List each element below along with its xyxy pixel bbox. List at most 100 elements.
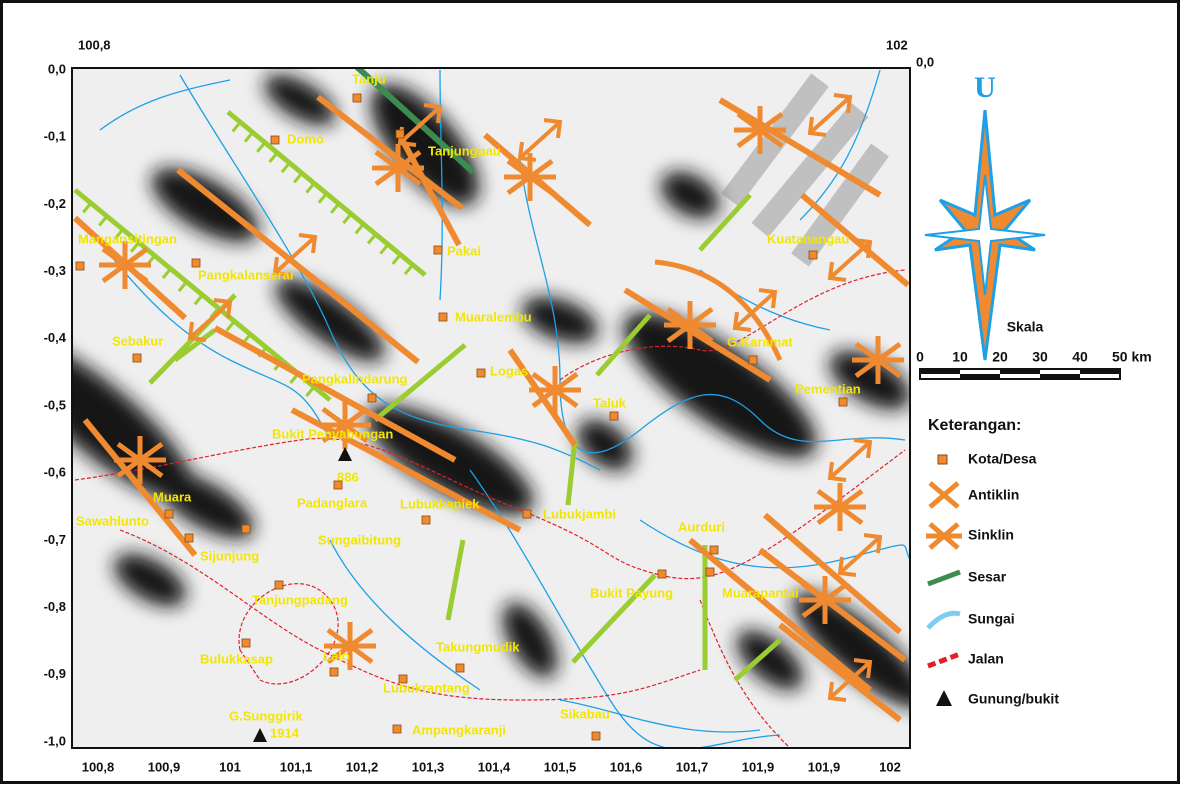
place-marker — [185, 534, 193, 542]
x-tick-label: 100,9 — [148, 759, 181, 774]
place-marker — [439, 313, 447, 321]
place-marker — [271, 136, 279, 144]
place-marker — [710, 546, 718, 554]
scale-label: 50 km — [1112, 349, 1152, 365]
place-name: Domo — [287, 131, 324, 146]
scale-label: 20 — [992, 349, 1008, 365]
north-label: U — [974, 71, 996, 104]
place-name: Mangansitingan — [78, 231, 177, 246]
x-tick-label: 101,2 — [346, 759, 379, 774]
place-name: Tanjungpau — [428, 143, 501, 158]
place-marker — [477, 369, 485, 377]
place-name: Pangkalindarung — [302, 371, 408, 386]
place-marker — [434, 246, 442, 254]
place-marker — [706, 568, 714, 576]
x-tick-label: 101,5 — [544, 759, 577, 774]
place-marker — [76, 262, 84, 270]
scale-label: 10 — [952, 349, 968, 365]
place-name: Bukit Payung — [590, 585, 673, 600]
place-name: Lubukkapiek — [400, 496, 480, 511]
place-name: Bulukkasap — [200, 651, 273, 666]
x-tick-label: 101,1 — [280, 759, 313, 774]
legend-item: Sinklin — [968, 527, 1014, 543]
place-marker — [658, 570, 666, 578]
place-marker — [456, 664, 464, 672]
legend-item: Kota/Desa — [968, 451, 1037, 467]
x-tick-label: 101 — [219, 759, 241, 774]
x-tick-label: 102 — [879, 759, 901, 774]
y-tick-label: -0,5 — [44, 397, 66, 412]
scale-label: 0 — [916, 349, 924, 365]
place-name: Pementian — [795, 381, 861, 396]
y-tick-label: -0,1 — [44, 129, 66, 144]
scale-title: Skala — [1007, 319, 1044, 335]
x-tick-label: 101,9 — [742, 759, 775, 774]
place-name: Pakai — [447, 243, 481, 258]
place-name: Sijunjung — [200, 548, 259, 563]
x-top-label: 102 — [886, 37, 908, 52]
place-name: Lalo — [323, 648, 350, 663]
place-marker — [353, 94, 361, 102]
y-tick-label: -1,0 — [44, 733, 66, 748]
place-name: G.Sunggirik — [229, 708, 303, 723]
legend-item: Gunung/bukit — [968, 691, 1059, 707]
place-marker — [422, 516, 430, 524]
place-marker — [242, 525, 250, 533]
place-name: Padanglara — [297, 495, 368, 510]
place-marker — [165, 510, 173, 518]
y-right-label: 0,0 — [916, 54, 934, 69]
y-tick-label: -0,7 — [44, 532, 66, 547]
x-tick-label: 101,7 — [676, 759, 709, 774]
x-tick-label: 101,4 — [478, 759, 511, 774]
place-name: Sungaibitung — [318, 532, 401, 547]
place-marker — [192, 259, 200, 267]
place-marker — [610, 412, 618, 420]
place-name: Logas — [490, 363, 528, 378]
place-marker — [839, 398, 847, 406]
place-marker — [809, 251, 817, 259]
place-name: Taluk — [593, 395, 627, 410]
place-marker — [393, 725, 401, 733]
legend-title: Keterangan: — [928, 417, 1021, 434]
x-tick-label: 101,3 — [412, 759, 445, 774]
x-tick-label: 100,8 — [82, 759, 115, 774]
place-name: 1914 — [270, 725, 300, 740]
legend-item: Sesar — [968, 569, 1007, 585]
place-name: Sebakur — [112, 333, 163, 348]
y-tick-label: -0,3 — [44, 263, 66, 278]
place-marker — [523, 510, 531, 518]
place-marker — [749, 356, 757, 364]
place-name: Tanjungpadang — [252, 592, 348, 607]
place-name: Bukit Penyabungan — [272, 426, 393, 441]
map-figure: Tanju Domo Tanjungpau Pakai Mangansitingan Pa… — [0, 0, 1180, 784]
place-name: Ampangkaranji — [412, 722, 506, 737]
place-name: Muaralembu — [455, 309, 532, 324]
place-name: Pangkalanserai — [198, 267, 293, 282]
place-name: Lubukjambi — [543, 506, 616, 521]
place-marker — [592, 732, 600, 740]
y-tick-label: -0,2 — [44, 196, 66, 211]
place-marker — [330, 668, 338, 676]
legend-item: Jalan — [968, 651, 1004, 667]
place-name: Muara — [153, 489, 192, 504]
place-name: Takungmudik — [436, 639, 520, 654]
place-name: Sawahlunto — [76, 513, 149, 528]
x-tick-label: 101,9 — [808, 759, 841, 774]
place-marker — [275, 581, 283, 589]
place-marker — [334, 481, 342, 489]
scale-label: 40 — [1072, 349, 1088, 365]
place-name: Tanju — [352, 71, 386, 86]
y-tick-label: -0,4 — [44, 330, 67, 345]
place-marker — [133, 354, 141, 362]
place-name: G.Karamat — [727, 334, 793, 349]
y-tick-label: -0,8 — [44, 599, 66, 614]
legend-item: Sungai — [968, 611, 1015, 627]
place-name: Kuatanangau — [767, 231, 849, 246]
place-marker — [242, 639, 250, 647]
place-name: Sikabau — [560, 706, 610, 721]
y-tick-label: -0,6 — [44, 465, 66, 480]
map-area: Tanju Domo Tanjungpau Pakai Mangansitingan Pa… — [0, 64, 942, 749]
place-marker — [396, 130, 404, 138]
x-tick-label: 101,6 — [610, 759, 643, 774]
y-tick-label: 0,0 — [48, 61, 66, 76]
